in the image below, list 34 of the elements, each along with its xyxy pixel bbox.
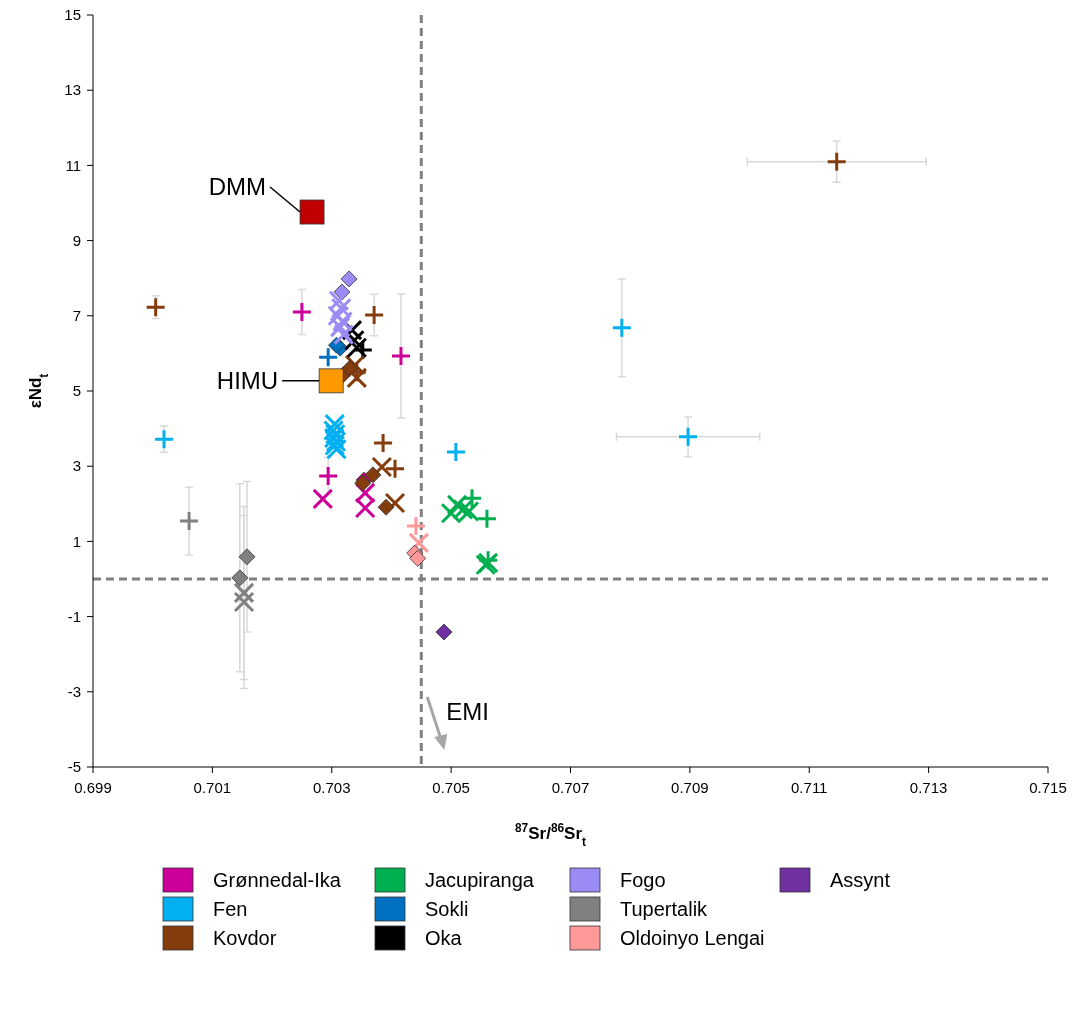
x-tick-label: 0.715 [1029, 779, 1067, 796]
legend-label: Oka [425, 927, 463, 949]
x-tick-label: 0.711 [791, 779, 828, 796]
y-tick-label: 1 [72, 532, 81, 550]
legend-label: Fogo [620, 869, 666, 891]
x-tick-label: 0.699 [74, 779, 112, 796]
annotation: HIMU [216, 367, 279, 395]
legend-label: Tupertalik [620, 898, 709, 920]
y-tick-label: -5 [67, 758, 81, 776]
y-tick-label: -1 [67, 607, 81, 625]
y-tick-label: 7 [72, 307, 81, 325]
y-tick-label: 3 [72, 457, 81, 475]
y-tick-label: -3 [67, 683, 81, 701]
legend-label: Grønnedal-Ika [213, 869, 342, 891]
x-tick-label: 0.713 [909, 779, 948, 796]
y-tick-label: 13 [64, 81, 81, 99]
y-tick-label: 5 [72, 382, 81, 400]
x-tick-label: 0.709 [671, 779, 709, 796]
annotation: DMM [208, 173, 267, 201]
legend-label: Fen [213, 898, 248, 920]
y-tick-label: 11 [65, 156, 81, 174]
x-axis-title: $^{87}$Sr/$^{86}$Sr$_{t}$ [514, 821, 587, 849]
x-tick-label: 0.707 [551, 779, 590, 796]
legend-label: Jacupiranga [425, 869, 535, 891]
y-tick-label: 15 [64, 6, 81, 24]
y-tick-label: 9 [72, 231, 81, 249]
x-tick-label: 0.701 [193, 779, 232, 796]
legend-label: Oldoinyo Lengai [620, 927, 765, 949]
annotation: EMI [446, 698, 489, 725]
legend-label: Sokli [425, 898, 469, 920]
x-tick-label: 0.705 [432, 779, 470, 796]
x-tick-label: 0.703 [312, 779, 351, 796]
legend-label: Kovdor [213, 927, 277, 949]
legend-label: Assynt [830, 869, 891, 891]
